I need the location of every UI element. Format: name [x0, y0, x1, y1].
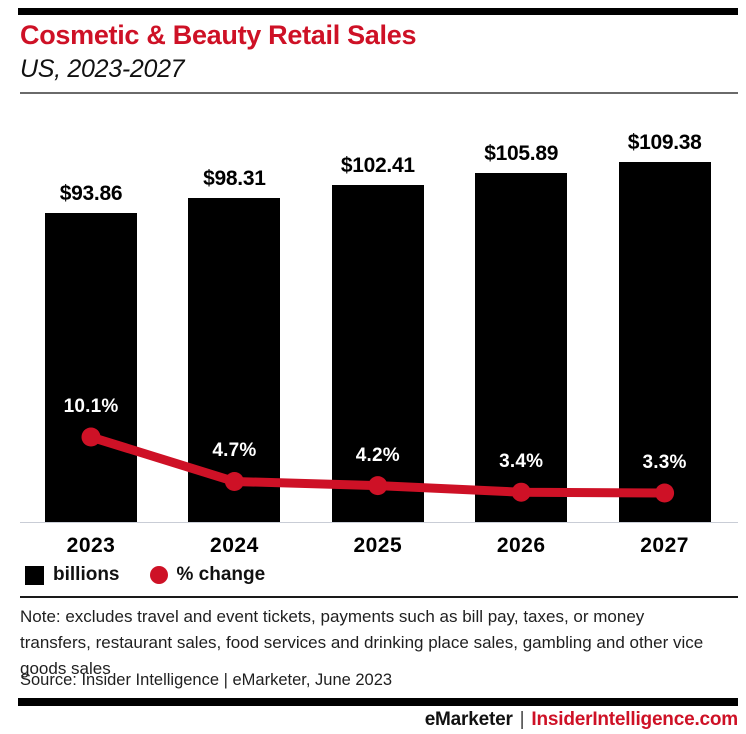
bottom-black-bar [18, 698, 738, 706]
header-divider [20, 92, 738, 94]
footer-site-link[interactable]: InsiderIntelligence.com [531, 709, 738, 730]
x-tick-2024: 2024 [210, 534, 259, 557]
pct-point-2026 [511, 482, 531, 502]
chart-title: Cosmetic & Beauty Retail Sales [20, 20, 417, 50]
x-tick-2025: 2025 [353, 534, 403, 557]
x-tick-2027: 2027 [640, 534, 689, 557]
pct-point-2024 [224, 471, 244, 491]
black-square-swatch-icon [25, 565, 44, 585]
bar-value-2025: $102.41 [340, 153, 415, 177]
pct-point-2027 [655, 483, 675, 503]
bar-2025 [331, 184, 424, 522]
x-tick-2026: 2026 [496, 534, 546, 557]
bar-2027 [618, 161, 711, 522]
pct-change-line-layer [81, 427, 675, 503]
pct-label-2025: 4.2% [355, 444, 400, 466]
legend-label-pct-change: % change [176, 564, 266, 585]
top-black-bar [18, 8, 738, 15]
bar-value-2023: $93.86 [59, 181, 123, 205]
source-text: Source: Insider Intelligence | eMarketer… [20, 671, 393, 689]
bar-value-2026: $105.89 [484, 142, 559, 166]
footer-brand: eMarketer [424, 709, 513, 730]
x-axis-baseline [20, 522, 738, 523]
red-circle-swatch-icon [149, 566, 168, 584]
bar-value-2024: $98.31 [203, 167, 266, 191]
legend-label-billions: billions [53, 564, 120, 585]
chart-subtitle: US, 2023-2027 [20, 55, 185, 83]
bar-2023 [45, 212, 137, 522]
bar-value-2027: $109.38 [627, 130, 702, 154]
pct-label-2023: 10.1% [63, 396, 119, 418]
legend-divider [20, 596, 738, 598]
bar-line-chart: $93.86 2023 $98.31 2024 $102.41 2025 $105.89 20… [20, 110, 738, 562]
pct-label-2024: 4.7% [212, 440, 257, 462]
footer-branding: eMarketer | InsiderIntelligence.com [424, 709, 739, 731]
chart-legend: billions % change [25, 564, 265, 586]
pct-point-2025 [368, 476, 388, 496]
footer-separator: | [519, 709, 525, 730]
bar-2026 [475, 173, 568, 522]
pct-point-2023 [81, 427, 101, 447]
note-text: Note: excludes travel and event tickets,… [20, 607, 704, 678]
x-tick-2023: 2023 [66, 534, 116, 557]
legend-item-billions: billions [25, 564, 120, 586]
pct-label-2027: 3.3% [642, 452, 687, 474]
legend-item-pct-change: % change [149, 564, 266, 586]
pct-label-2026: 3.4% [499, 451, 544, 473]
